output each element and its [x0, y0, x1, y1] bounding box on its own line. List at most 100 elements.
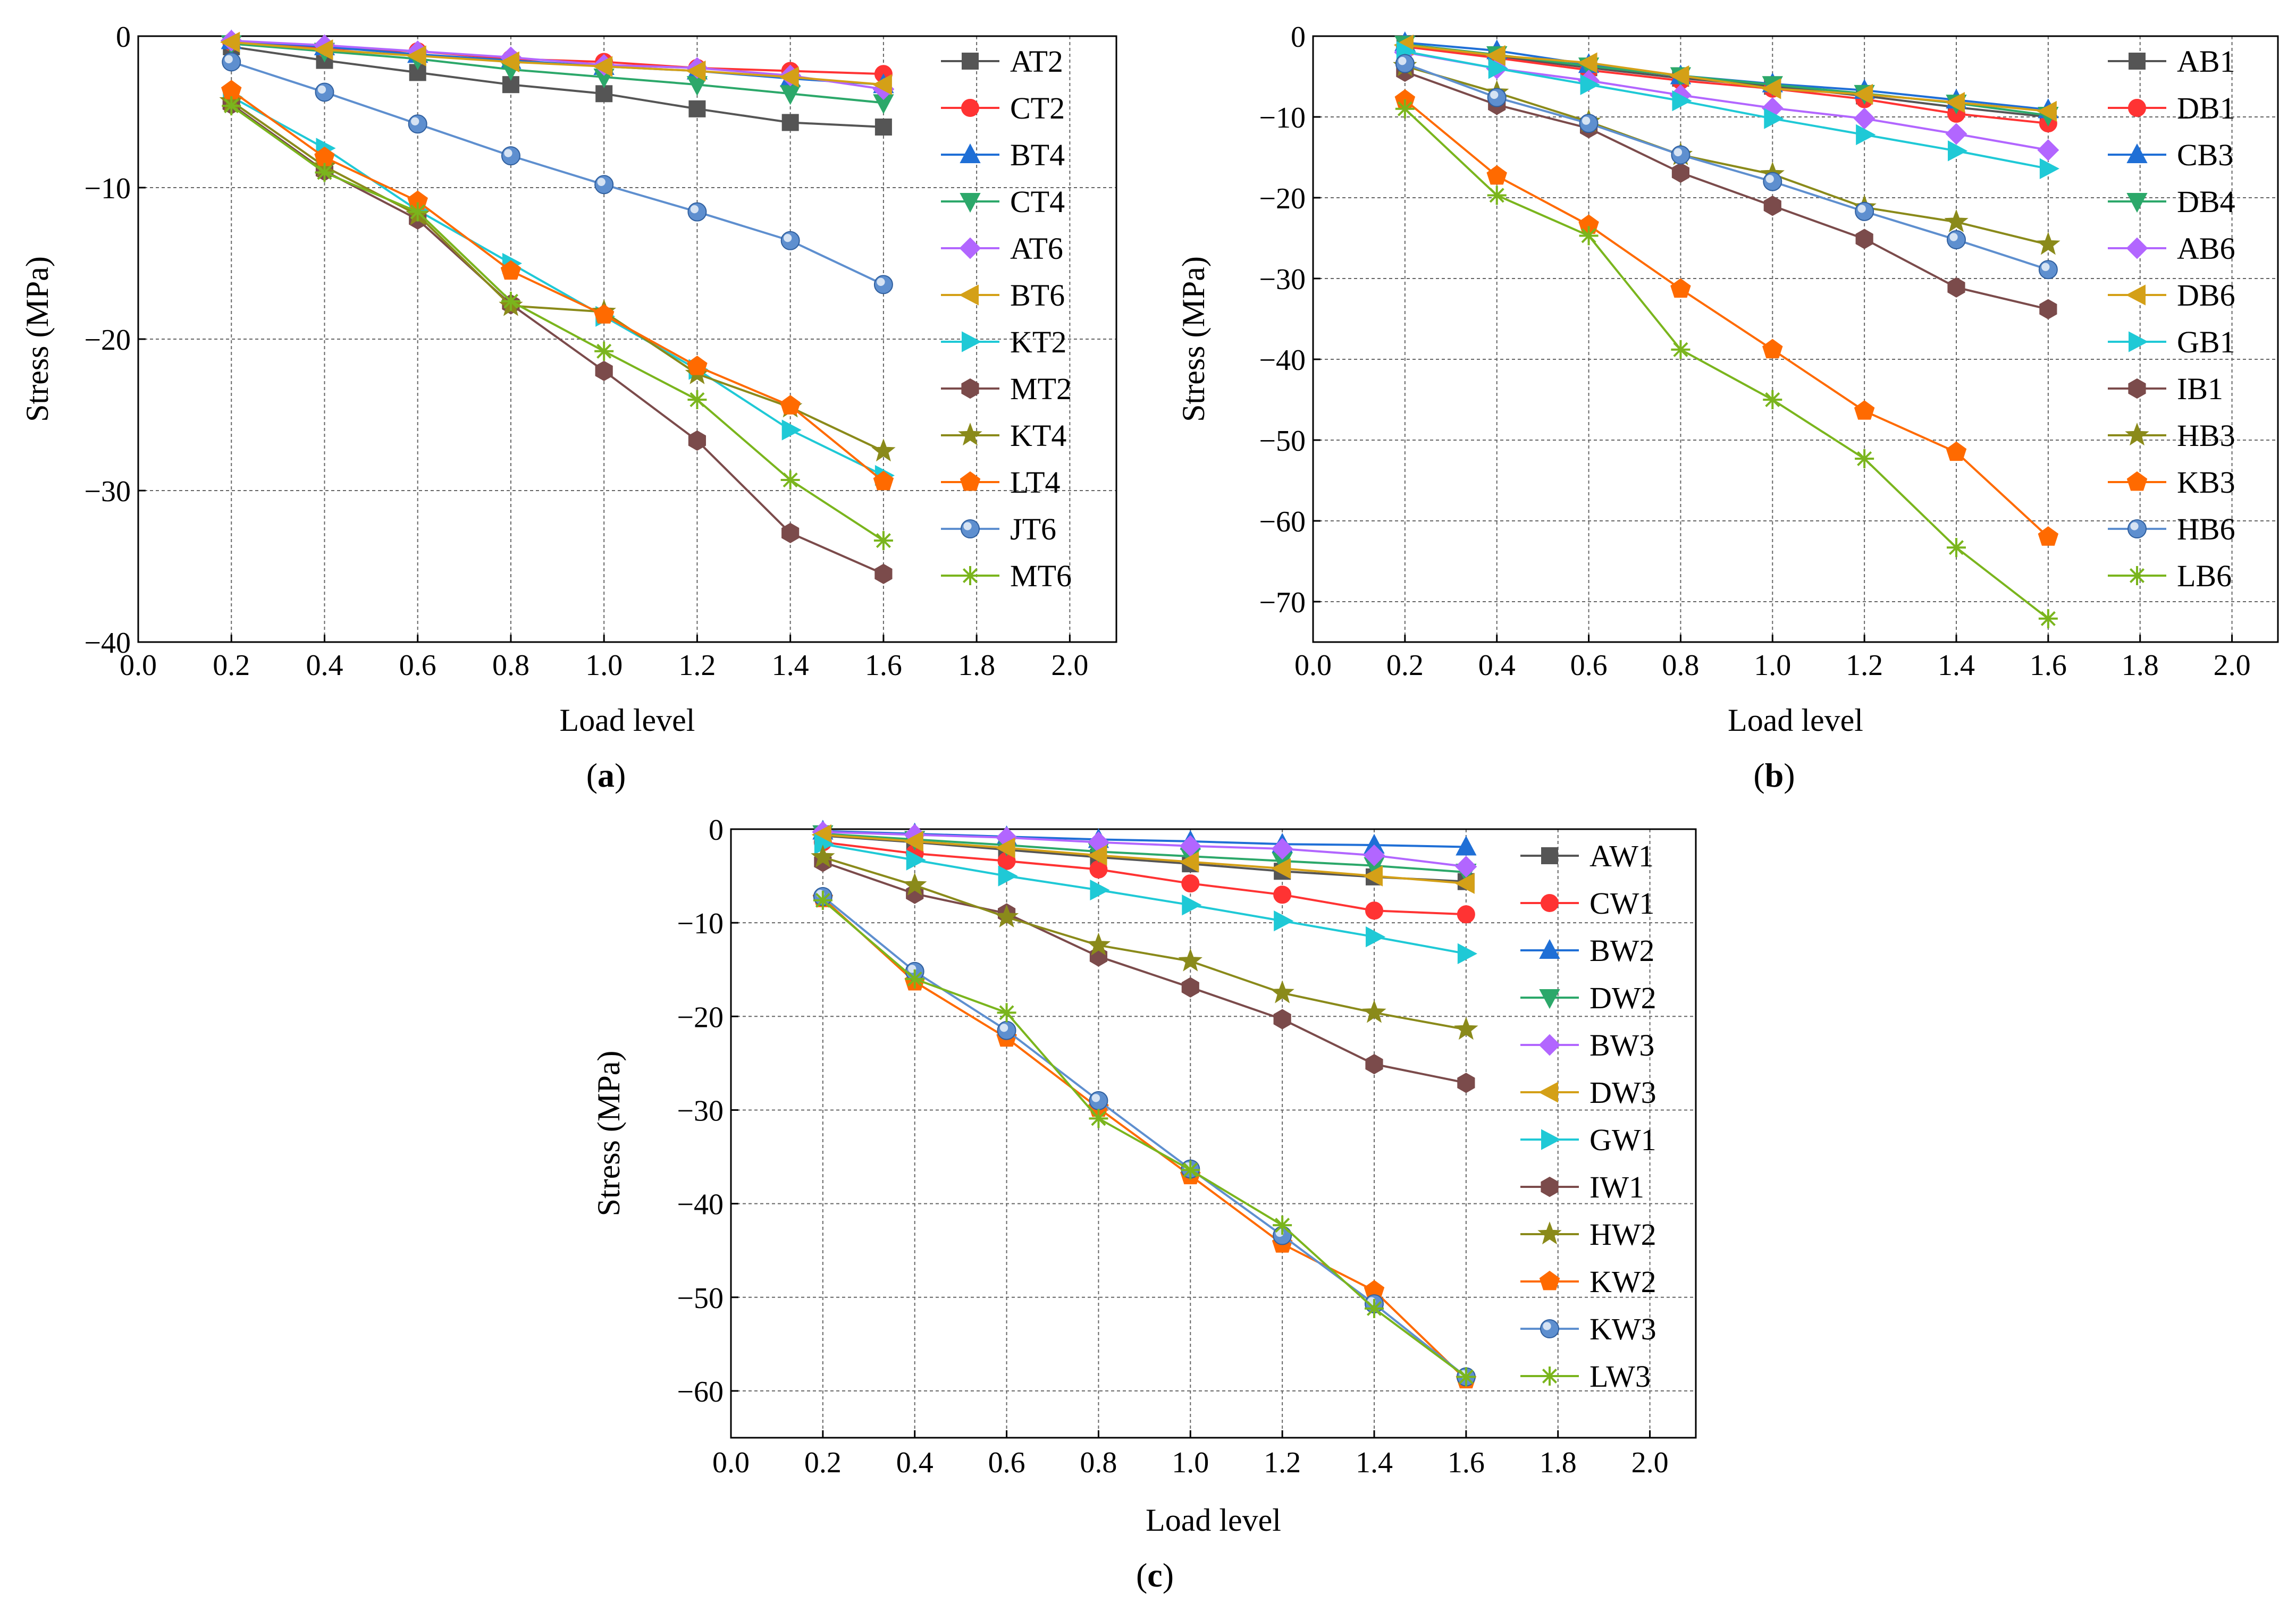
data-point-GW1 — [998, 865, 1018, 887]
series-BT6 — [220, 31, 892, 95]
x-tick-label: 0.2 — [1386, 649, 1424, 682]
series-line-AT2 — [231, 45, 884, 128]
data-point-LB6 — [1671, 340, 1691, 359]
data-point-BT6 — [313, 39, 333, 61]
series-line-IB1 — [1404, 70, 2049, 310]
legend-marker — [2127, 519, 2147, 538]
data-point-GW1 — [1366, 926, 1386, 948]
legend: AW1 CW1 BW2 DW2 BW3 DW3 GW1 IW1 HW2 KW2 KW3 LW3 — [1520, 839, 1656, 1394]
series-line-CT4 — [231, 43, 884, 104]
data-point-KB3 — [1486, 165, 1507, 185]
series-group — [811, 820, 1478, 1389]
data-point-HW2 — [811, 844, 835, 868]
data-point-BW3 — [1455, 856, 1477, 878]
x-tick-label: 0.4 — [896, 1446, 933, 1479]
legend-item-AT6: AT6 — [941, 231, 1063, 266]
legend-item-BT6: BT6 — [941, 278, 1065, 313]
y-tick-label: −30 — [84, 475, 131, 508]
legend-item-LW3: LW3 — [1520, 1359, 1651, 1394]
legend-label: CT4 — [1010, 184, 1065, 219]
data-point-MT6 — [501, 291, 520, 311]
legend-label: GB1 — [2177, 325, 2235, 359]
y-tick-label: −50 — [677, 1282, 724, 1315]
x-tick-label: 2.0 — [1631, 1446, 1669, 1479]
series-HW2 — [811, 844, 1478, 1040]
series-DW3 — [811, 824, 1475, 894]
data-point-IW1 — [1457, 1073, 1475, 1093]
x-tick-label: 0.0 — [120, 649, 157, 682]
data-point-IB1 — [1763, 196, 1781, 216]
data-point-MT6 — [315, 163, 334, 182]
caption-open-paren: ( — [586, 756, 598, 794]
panel-caption: (b) — [1753, 756, 1795, 794]
legend-item-AB6: AB6 — [2108, 231, 2235, 266]
y-tick-label: 0 — [709, 814, 724, 847]
data-point-AT2 — [781, 114, 799, 131]
data-point-DW3 — [1087, 845, 1107, 866]
legend-item-DW2: DW2 — [1520, 981, 1656, 1015]
legend-item-HB6: HB6 — [2108, 512, 2235, 546]
data-point-IW1 — [1181, 977, 1199, 998]
legend-item-DW3: DW3 — [1520, 1075, 1656, 1110]
y-tick-label: −60 — [1259, 505, 1306, 538]
data-point-GW1 — [1182, 895, 1202, 916]
y-axis-title: Stress (MPa) — [20, 256, 55, 422]
series-MT6 — [222, 96, 893, 551]
data-point-JT6 — [501, 146, 520, 166]
y-tick-label: 0 — [1291, 21, 1306, 54]
legend-label: HW2 — [1589, 1217, 1656, 1252]
plot-area — [1313, 36, 2278, 642]
data-point-DW3 — [1454, 873, 1475, 894]
y-tick-label: −30 — [1259, 263, 1306, 296]
data-point-DW3 — [903, 831, 923, 852]
series-line-HB3 — [1404, 65, 2049, 246]
plot-frame — [730, 828, 1697, 1439]
legend-label: LT4 — [1010, 465, 1061, 500]
y-tick-label: −50 — [1259, 425, 1306, 458]
legend-marker — [2126, 193, 2148, 213]
x-tick-label: 1.0 — [1172, 1446, 1209, 1479]
x-axis-title: Load level — [1728, 703, 1863, 738]
data-point-KB3 — [2038, 526, 2059, 546]
data-point-DW3 — [995, 837, 1015, 858]
y-axis-title: Stress (MPa) — [591, 1051, 626, 1217]
data-point-MT2 — [874, 563, 893, 584]
legend-label: HB3 — [2177, 418, 2235, 453]
chart-c: 0.0 0.2 0.4 0.6 0.8 1.0 1.2 1.4 1.6 1.8 2.0 0 −10 −20… — [591, 814, 1697, 1594]
x-axis: 0.0 0.2 0.4 0.6 0.8 1.0 1.2 1.4 1.6 1.8 2.0 — [120, 635, 1088, 682]
x-tick-label: 1.6 — [1448, 1446, 1485, 1479]
series-line-MT6 — [231, 105, 884, 542]
legend-marker — [2129, 331, 2149, 352]
caption-close-paren: ) — [615, 756, 626, 794]
data-point-JT6 — [222, 52, 241, 72]
legend-marker — [1538, 1082, 1558, 1103]
legend-label: DW2 — [1589, 981, 1656, 1015]
legend-marker — [2126, 471, 2148, 491]
legend-label: AB6 — [2177, 231, 2235, 266]
x-tick-label: 0.2 — [213, 649, 250, 682]
data-point-GB1 — [1488, 58, 1508, 79]
legend-marker-highlight — [963, 522, 972, 530]
series-line-GB1 — [1404, 50, 2049, 170]
legend-label: BW2 — [1589, 933, 1654, 968]
legend-marker — [1540, 1367, 1559, 1386]
data-point-LT4 — [500, 260, 522, 280]
data-point-LB6 — [1579, 226, 1599, 246]
data-point-CW1 — [1181, 874, 1200, 893]
plot-area — [731, 829, 1696, 1438]
series-group — [1393, 31, 2060, 628]
legend-item-GB1: GB1 — [2108, 325, 2235, 359]
x-axis-title: Load level — [1146, 1503, 1281, 1538]
caption-letter: b — [1765, 756, 1784, 794]
data-point-BW2 — [1456, 836, 1477, 856]
data-point-HB6 — [1579, 114, 1599, 133]
y-tick-label: 0 — [116, 21, 131, 54]
data-point-GW1 — [1457, 943, 1477, 964]
data-point-KB3 — [1854, 400, 1875, 420]
data-point-DB6 — [1577, 52, 1597, 73]
data-point-AB6 — [1945, 123, 1967, 145]
legend-label: AT6 — [1010, 231, 1063, 266]
legend-item-KT2: KT2 — [941, 325, 1066, 359]
panel-caption: (c) — [1136, 1556, 1174, 1594]
data-point-HB6-highlight — [1857, 205, 1866, 213]
